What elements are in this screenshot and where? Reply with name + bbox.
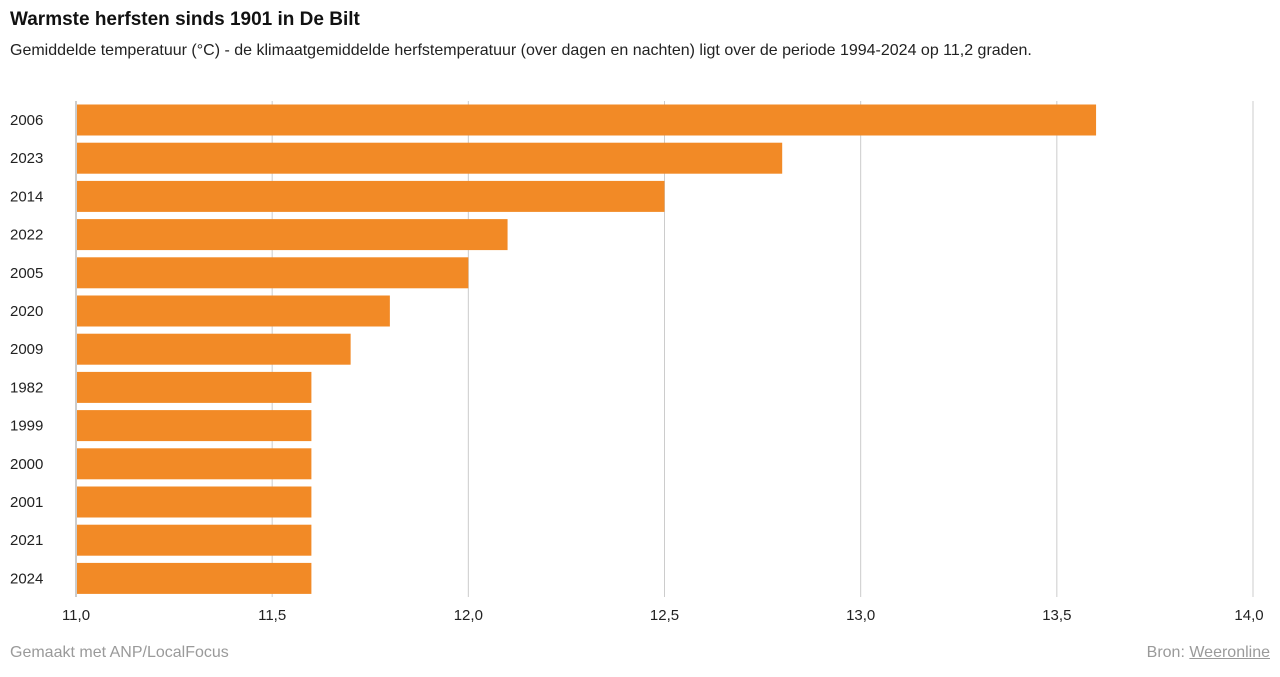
x-tick-label: 13,5 [1042, 607, 1071, 624]
bars [77, 104, 1097, 594]
x-tick-label: 12,0 [454, 607, 483, 624]
x-tick-label: 13,0 [846, 607, 875, 624]
category-label: 1982 [10, 379, 43, 396]
category-label: 2001 [10, 494, 43, 511]
bar[interactable] [77, 410, 312, 442]
category-labels: 2006 2023 2014 2022 2005 2020 2009 1982 1999 2000… [10, 112, 43, 587]
category-label: 2021 [10, 532, 43, 549]
x-tick-label: 14,0 [1234, 607, 1263, 624]
bar[interactable] [77, 142, 783, 174]
x-tick-label: 12,5 [650, 607, 679, 624]
bar[interactable] [77, 371, 312, 403]
category-label: 2023 [10, 150, 43, 167]
category-label: 1999 [10, 418, 43, 435]
x-tick-label: 11,5 [258, 607, 286, 624]
bar[interactable] [77, 219, 508, 251]
chart-title: Warmste herfsten sinds 1901 in De Bilt [10, 9, 360, 30]
bar[interactable] [77, 257, 469, 289]
x-tick-labels: 11,0 11,5 12,0 12,5 13,0 13,5 14,0 [62, 607, 1264, 624]
category-label: 2020 [10, 303, 43, 320]
source-link[interactable]: Weeronline [1189, 644, 1270, 661]
source-label: Bron: [1146, 644, 1185, 661]
made-with-credit: Gemaakt met ANP/LocalFocus [10, 644, 229, 661]
category-label: 2005 [10, 265, 43, 282]
bar[interactable] [77, 562, 312, 594]
bar[interactable] [77, 333, 351, 365]
bar[interactable] [77, 295, 390, 327]
category-label: 2009 [10, 341, 43, 358]
bar[interactable] [77, 524, 312, 556]
bar[interactable] [77, 486, 312, 518]
category-label: 2000 [10, 456, 43, 473]
bar[interactable] [77, 104, 1097, 136]
bar[interactable] [77, 448, 312, 480]
x-tick-label: 11,0 [62, 607, 90, 624]
category-label: 2014 [10, 188, 43, 205]
bar[interactable] [77, 180, 665, 212]
chart-subtitle: Gemiddelde temperatuur (°C) - de klimaat… [10, 42, 1032, 59]
source-credit: Bron: Weeronline [1147, 644, 1270, 662]
category-label: 2024 [10, 570, 43, 587]
category-label: 2006 [10, 112, 43, 129]
category-label: 2022 [10, 227, 43, 244]
